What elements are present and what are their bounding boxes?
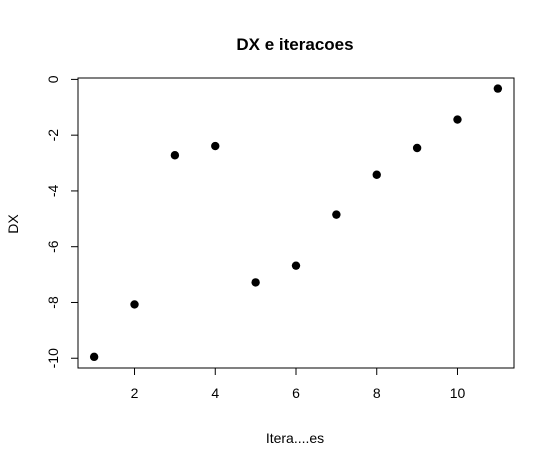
chart-title: DX e iteracoes [236,35,353,54]
y-tick-label: -6 [45,240,61,253]
x-axis-label: Itera....es [266,430,324,446]
data-point [130,300,139,309]
data-point [412,143,422,153]
y-tick-label: -4 [45,184,61,197]
plot-frame [77,77,515,369]
data-point [372,170,381,179]
y-tick-label: -10 [45,348,61,368]
y-tick-label: -2 [45,129,61,142]
data-points [89,84,503,362]
data-point [332,210,341,219]
x-tick-label: 8 [373,385,381,401]
y-tick-label: 0 [45,75,61,83]
data-point [89,352,99,362]
data-point [453,115,462,124]
data-point [493,84,503,93]
data-point [211,141,220,151]
data-point [170,151,180,160]
x-tick-label: 2 [131,385,139,401]
data-point [291,261,301,270]
x-tick-label: 4 [211,385,219,401]
y-axis-label: DX [5,214,21,234]
x-axis: 2 4 6 8 10 [131,367,466,401]
y-axis: 0 -2 -4 -6 -8 -10 [45,75,79,368]
y-tick-label: -8 [45,296,61,309]
x-tick-label: 10 [450,385,466,401]
data-point [251,278,260,287]
x-tick-label: 6 [292,385,300,401]
